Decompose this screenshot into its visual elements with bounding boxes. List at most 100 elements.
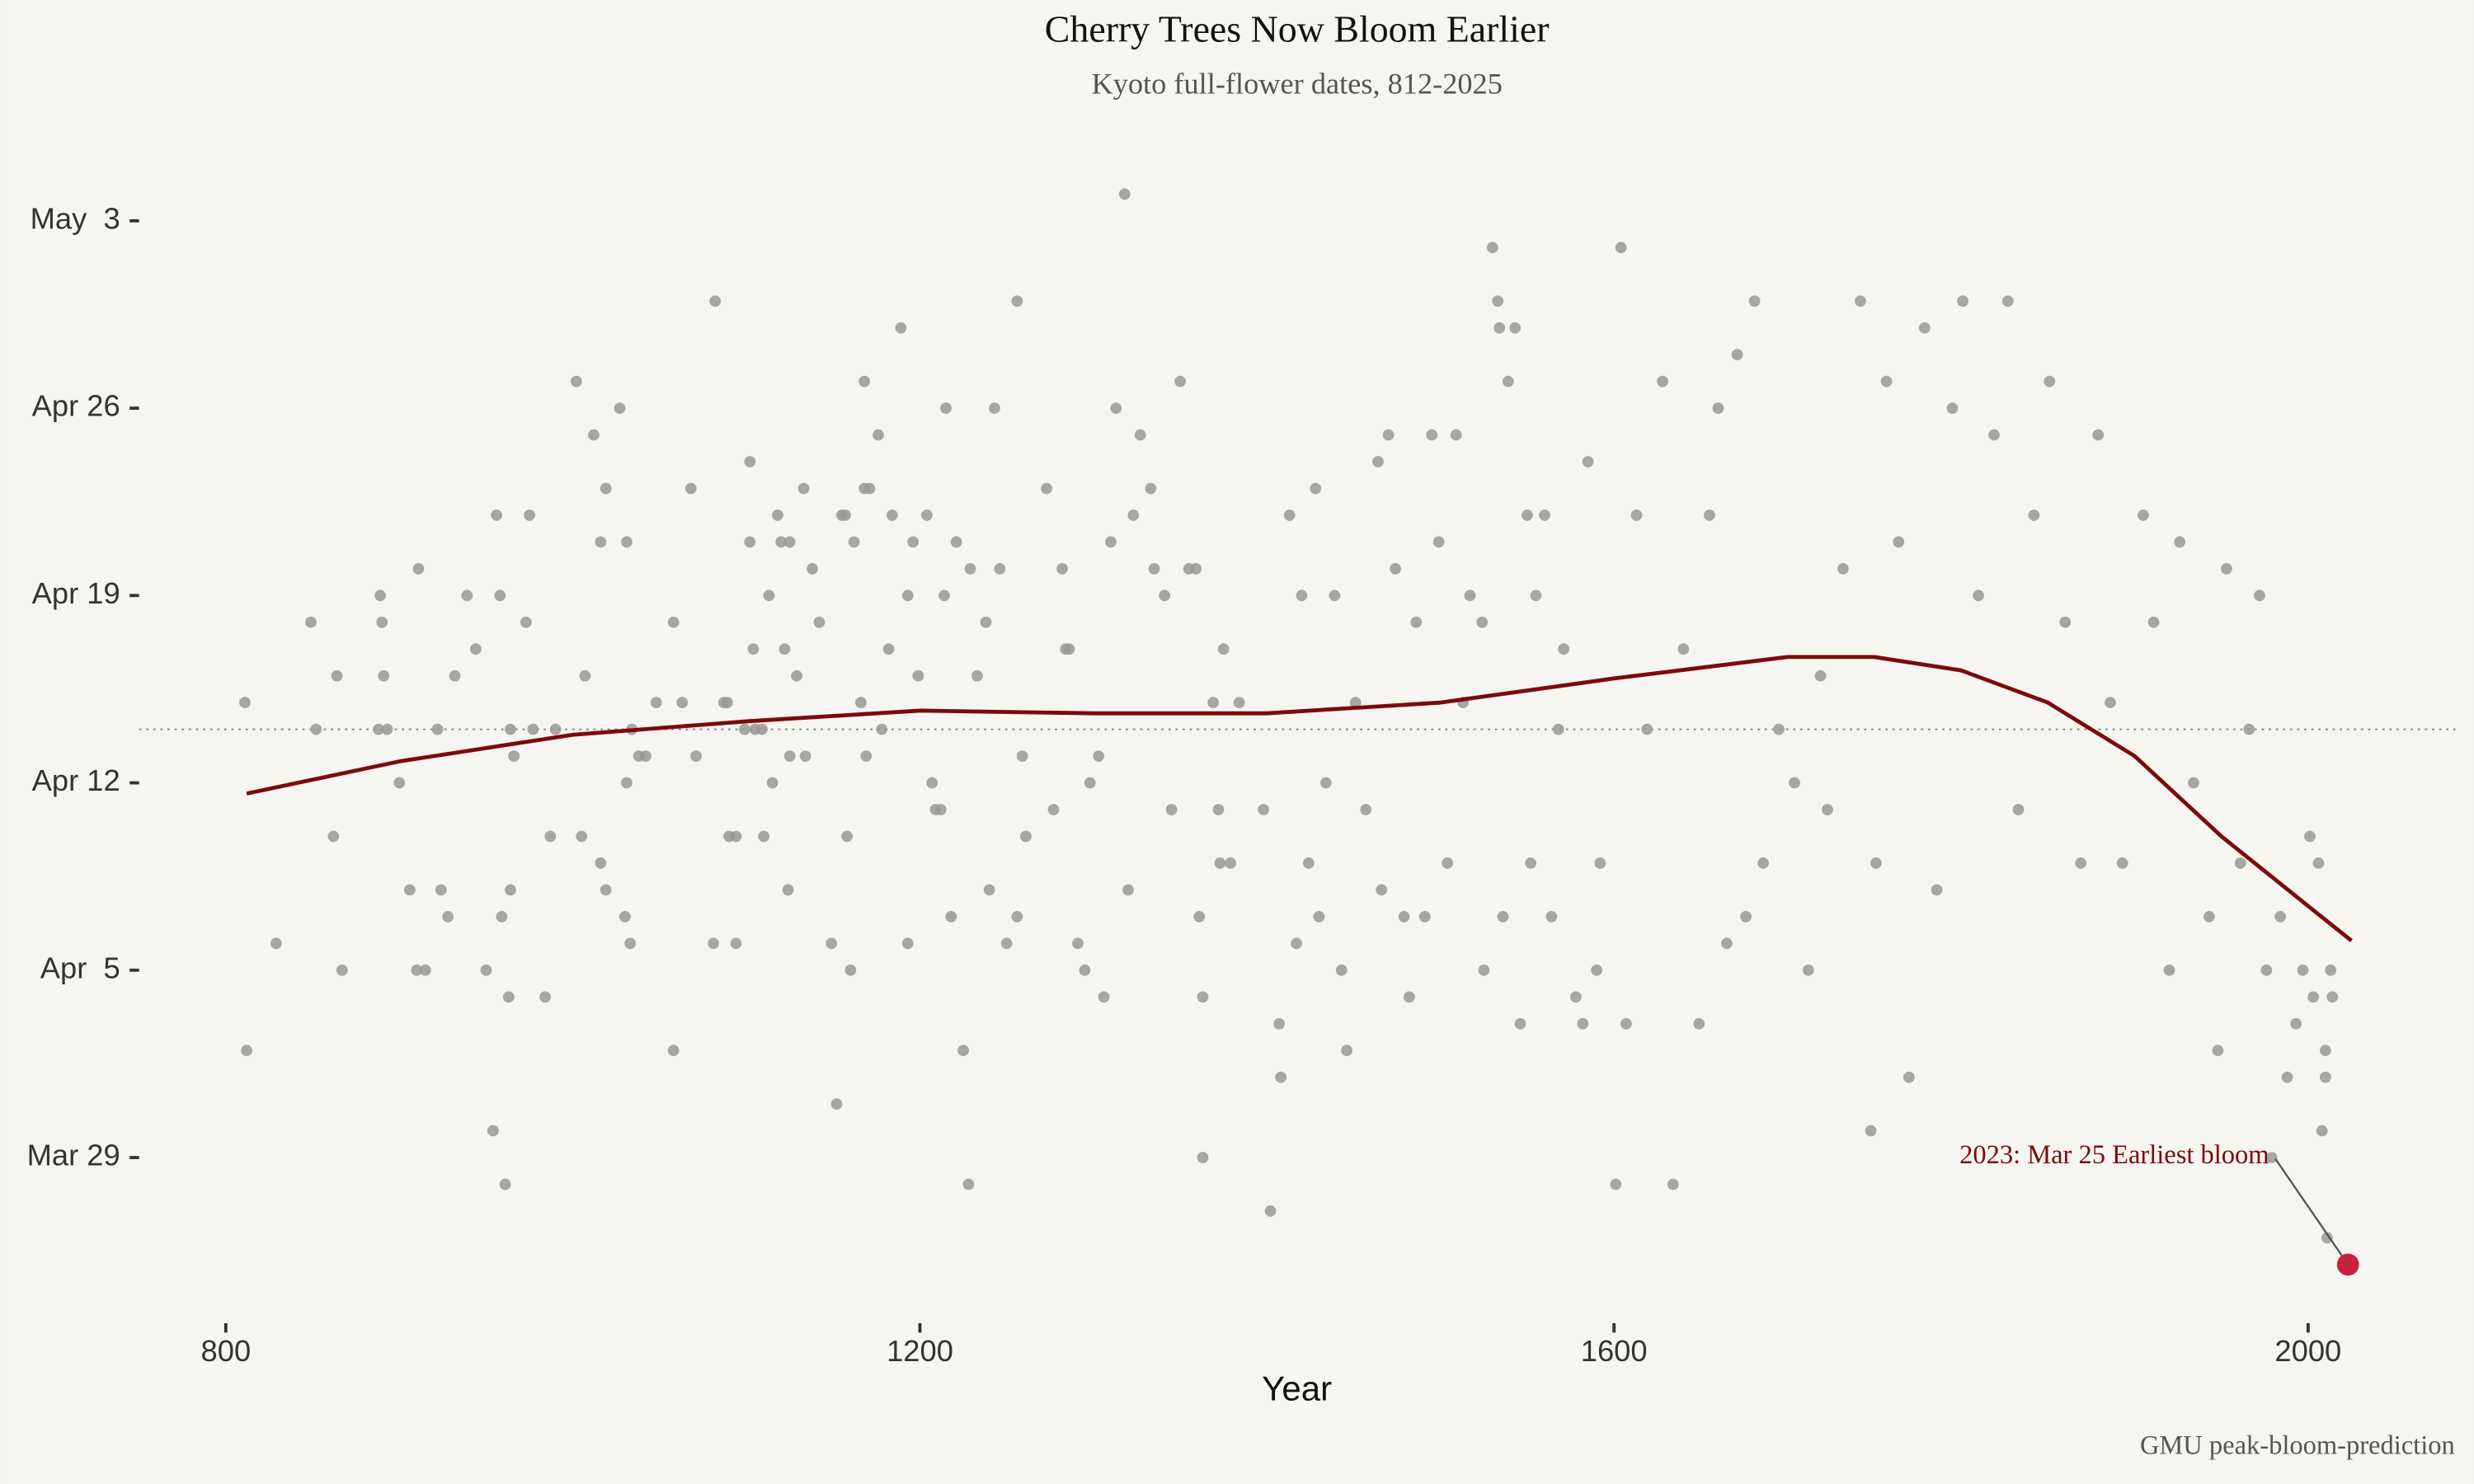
- data-point: [2138, 510, 2149, 521]
- data-point: [2319, 1071, 2331, 1083]
- data-point: [876, 723, 888, 735]
- data-point: [2325, 964, 2337, 976]
- data-point: [624, 937, 637, 950]
- data-point: [1903, 1071, 1915, 1083]
- data-point: [1893, 536, 1905, 548]
- data-point: [840, 510, 851, 521]
- annotation: 2023: Mar 25 Earliest bloom: [1959, 1140, 2269, 1170]
- data-point: [926, 777, 938, 789]
- data-point: [983, 884, 995, 896]
- data-point: [1880, 375, 1893, 387]
- data-point: [825, 937, 838, 950]
- data-point: [1721, 937, 1733, 950]
- data-point: [1789, 777, 1800, 789]
- data-point: [730, 830, 742, 843]
- data-point: [1118, 188, 1131, 200]
- caption: GMU peak-bloom-prediction: [2140, 1430, 2455, 1460]
- y-tick-label: Apr 19: [32, 576, 120, 610]
- data-point: [934, 804, 947, 815]
- data-point: [690, 750, 702, 762]
- data-point: [494, 589, 506, 602]
- data-point: [2312, 857, 2325, 869]
- data-point: [2001, 295, 2014, 308]
- data-point: [1341, 1045, 1353, 1057]
- data-point: [807, 562, 818, 575]
- data-point: [1134, 429, 1146, 441]
- data-point: [1084, 777, 1096, 789]
- data-point: [1011, 910, 1023, 923]
- data-point: [1214, 857, 1226, 869]
- data-point: [971, 669, 983, 682]
- data-point: [1258, 804, 1270, 815]
- data-point: [1539, 510, 1550, 521]
- data-point: [595, 536, 607, 548]
- data-point: [1530, 589, 1542, 602]
- data-point: [1296, 589, 1308, 602]
- data-point: [895, 322, 907, 334]
- data-point: [912, 669, 924, 682]
- data-point: [709, 295, 722, 308]
- data-point: [469, 643, 482, 655]
- data-point: [901, 937, 914, 950]
- data-point: [2116, 857, 2128, 869]
- data-point: [614, 402, 626, 414]
- data-point: [2297, 964, 2309, 976]
- data-point: [1072, 937, 1084, 950]
- data-point: [373, 723, 384, 735]
- data-point: [938, 589, 950, 602]
- data-point: [442, 910, 454, 923]
- data-point: [419, 964, 431, 976]
- data-point: [1110, 402, 1122, 414]
- y-tick-label: Mar 29: [27, 1139, 120, 1172]
- y-tick-label: Apr 26: [32, 389, 120, 423]
- data-point: [1731, 349, 1743, 361]
- data-point: [1870, 857, 1882, 869]
- data-point: [1335, 964, 1348, 976]
- data-point: [1837, 562, 1849, 575]
- data-point: [1197, 991, 1209, 1003]
- data-point: [1056, 562, 1068, 575]
- data-point: [1641, 723, 1653, 735]
- data-point: [962, 1178, 975, 1190]
- data-point: [848, 536, 860, 548]
- data-point: [239, 697, 251, 709]
- data-point: [1349, 697, 1362, 709]
- y-tick-label: Apr 12: [32, 763, 120, 797]
- data-point: [994, 562, 1006, 575]
- x-tick-label: 2000: [2274, 1334, 2341, 1368]
- data-point: [1273, 1017, 1285, 1030]
- data-point: [763, 589, 775, 602]
- y-tick-label: May 3: [31, 201, 120, 235]
- data-point: [1016, 750, 1028, 762]
- data-point: [1442, 857, 1454, 869]
- data-point: [744, 456, 756, 467]
- annotation-leader: [2274, 1158, 2349, 1266]
- data-point: [1918, 322, 1931, 334]
- data-point: [775, 536, 788, 548]
- data-point: [945, 910, 957, 923]
- data-point: [480, 964, 492, 976]
- data-point: [404, 884, 416, 896]
- data-point: [1740, 910, 1752, 923]
- data-point: [579, 669, 591, 682]
- data-point: [505, 884, 516, 896]
- data-point: [1041, 482, 1053, 495]
- data-point: [858, 375, 871, 387]
- data-point: [863, 482, 876, 495]
- data-point: [989, 402, 1000, 414]
- data-point: [1093, 750, 1105, 762]
- data-point: [241, 1045, 252, 1057]
- data-point: [1677, 643, 1690, 655]
- data-point: [1372, 456, 1384, 467]
- data-point: [393, 777, 406, 789]
- data-point: [270, 937, 282, 950]
- data-point: [1973, 589, 1984, 602]
- data-point: [2234, 857, 2246, 869]
- data-point: [2316, 1125, 2328, 1137]
- data-point: [886, 510, 898, 521]
- data-point: [412, 562, 425, 575]
- data-point: [758, 830, 770, 843]
- data-point: [1558, 643, 1570, 655]
- data-point: [2307, 991, 2320, 1003]
- data-point: [2221, 562, 2232, 575]
